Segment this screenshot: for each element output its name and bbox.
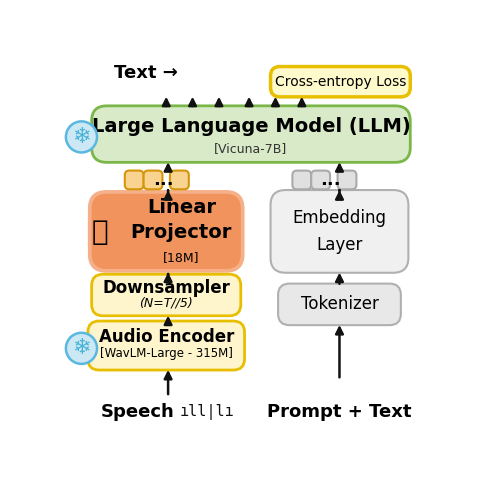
FancyBboxPatch shape [311,171,330,189]
Text: 🔥: 🔥 [92,218,108,246]
FancyBboxPatch shape [293,171,311,189]
Text: ...: ... [153,171,174,189]
Text: Audio Encoder: Audio Encoder [99,329,234,347]
FancyBboxPatch shape [125,171,144,189]
FancyBboxPatch shape [278,284,401,325]
FancyBboxPatch shape [92,194,241,269]
Text: (N=T//5): (N=T//5) [139,297,193,310]
FancyBboxPatch shape [271,190,408,273]
Text: [18M]: [18M] [163,251,200,264]
Text: Prompt + Text: Prompt + Text [267,403,412,421]
FancyBboxPatch shape [92,274,241,316]
Text: ❄: ❄ [72,127,91,147]
Text: [Vicuna-7B]: [Vicuna-7B] [214,142,288,155]
Text: Speech: Speech [101,403,175,421]
Text: ...: ... [320,171,341,189]
Text: ıll|lı: ıll|lı [179,404,234,420]
Text: Tokenizer: Tokenizer [300,295,379,313]
Text: ❄: ❄ [72,338,91,358]
Text: Embedding
Layer: Embedding Layer [293,209,386,254]
Text: Cross-entropy Loss: Cross-entropy Loss [275,75,406,89]
Text: Large Language Model (LLM): Large Language Model (LLM) [91,117,410,136]
FancyBboxPatch shape [88,190,244,273]
FancyBboxPatch shape [338,171,356,189]
FancyBboxPatch shape [170,171,189,189]
FancyBboxPatch shape [271,67,410,97]
FancyBboxPatch shape [144,171,162,189]
Text: Downsampler: Downsampler [102,279,230,297]
Text: Linear
Projector: Linear Projector [131,198,232,242]
Text: [WavLM-Large - 315M]: [WavLM-Large - 315M] [100,347,233,360]
FancyBboxPatch shape [88,321,244,370]
FancyBboxPatch shape [92,106,410,162]
Text: Text →: Text → [114,64,177,82]
